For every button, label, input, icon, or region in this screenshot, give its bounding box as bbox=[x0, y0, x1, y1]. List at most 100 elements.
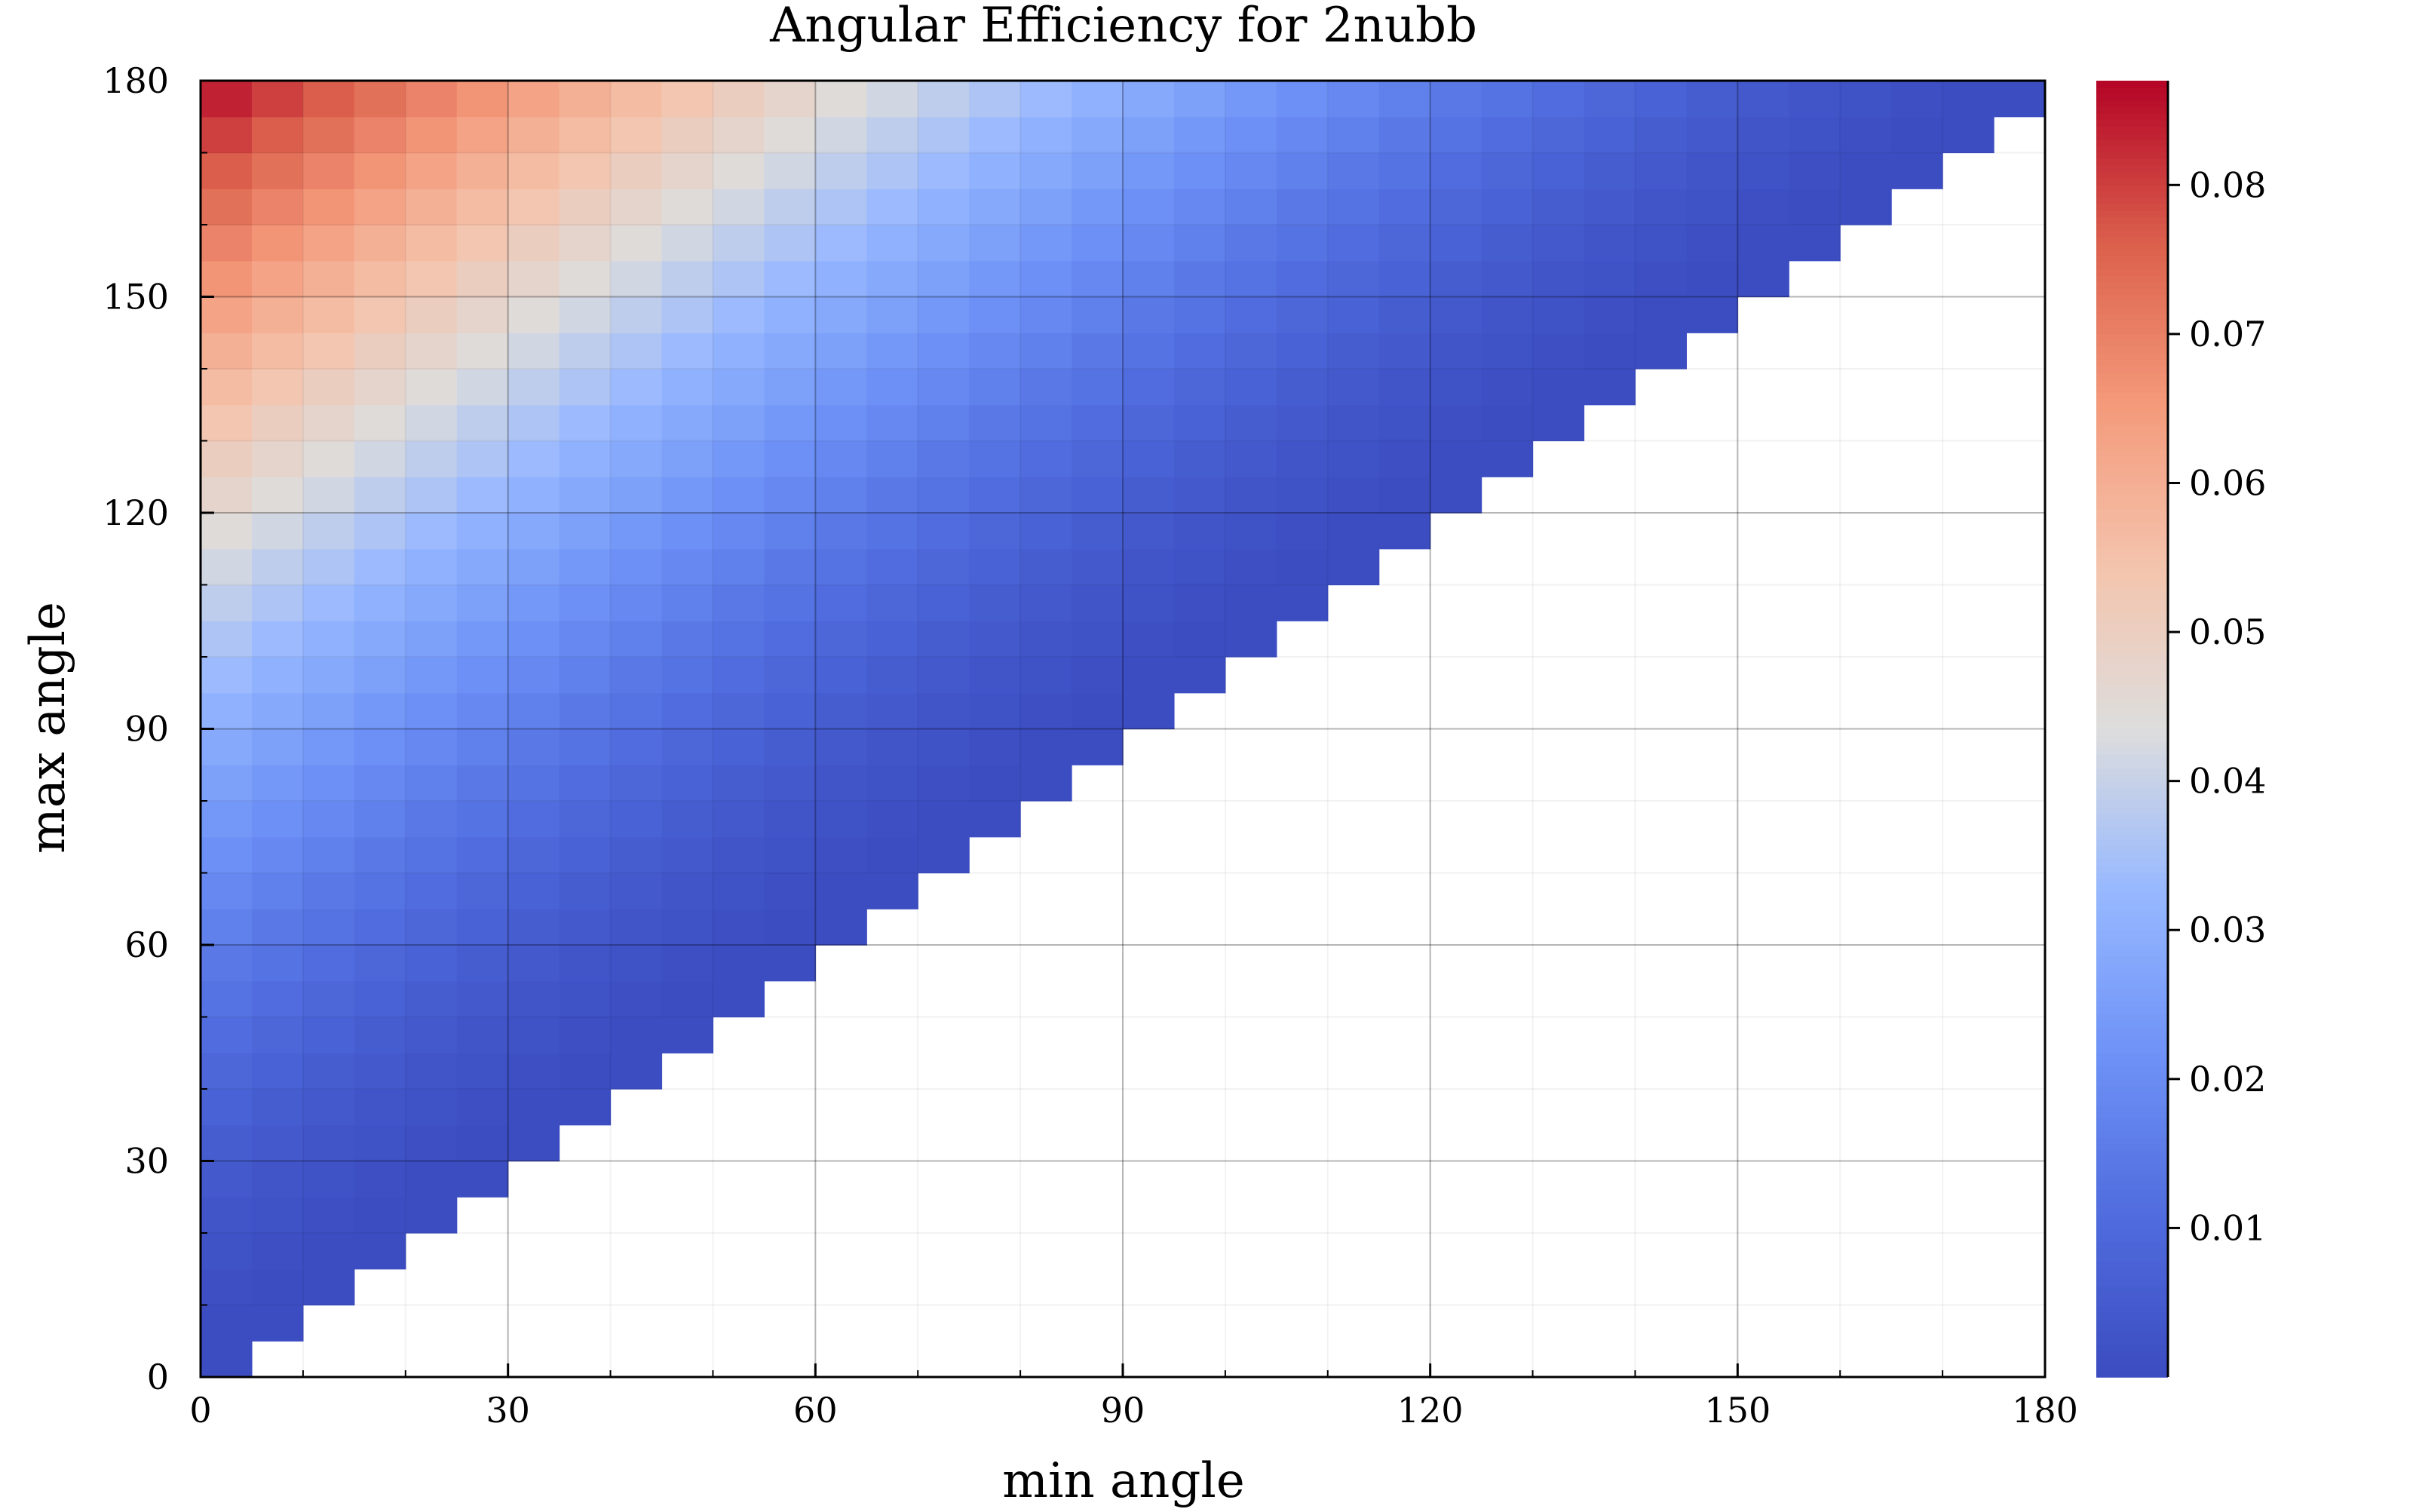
heatmap-cell bbox=[201, 1233, 253, 1270]
heatmap-cell bbox=[1276, 513, 1329, 550]
heatmap-cell bbox=[302, 1197, 355, 1234]
colorbar-segment bbox=[2096, 469, 2168, 477]
colorbar-segment bbox=[2096, 793, 2168, 801]
colorbar-segment bbox=[2096, 463, 2168, 471]
colorbar-segment bbox=[2096, 333, 2168, 341]
heatmap-cell bbox=[1225, 116, 1277, 154]
heatmap-cell bbox=[1584, 296, 1636, 333]
colorbar-segment bbox=[2096, 1163, 2168, 1170]
heatmap-cell bbox=[815, 296, 867, 333]
colorbar-tick-label: 0.07 bbox=[2189, 314, 2266, 354]
heatmap-cell bbox=[302, 801, 355, 838]
heatmap-cell bbox=[713, 765, 765, 802]
heatmap-cell bbox=[610, 657, 663, 694]
chart-title: Angular Efficiency for 2nubb bbox=[769, 0, 1477, 54]
colorbar-segment bbox=[2096, 1273, 2168, 1280]
colorbar-segment bbox=[2096, 975, 2168, 983]
heatmap-cell bbox=[764, 513, 816, 550]
heatmap-cell bbox=[559, 1017, 612, 1053]
colorbar-segment bbox=[2096, 833, 2168, 840]
heatmap-cell bbox=[918, 369, 970, 406]
heatmap-cell bbox=[456, 189, 509, 225]
heatmap-cell bbox=[918, 801, 970, 838]
colorbar-segment bbox=[2096, 204, 2168, 211]
colorbar-segment bbox=[2096, 294, 2168, 302]
heatmap-cell bbox=[507, 584, 560, 621]
heatmap-cell bbox=[1686, 81, 1738, 118]
colorbar-segment bbox=[2096, 612, 2168, 620]
heatmap-cell bbox=[1072, 477, 1124, 514]
heatmap-cell bbox=[969, 225, 1021, 262]
heatmap-cell bbox=[354, 584, 406, 621]
heatmap-cell bbox=[969, 657, 1021, 694]
heatmap-cell bbox=[610, 765, 663, 802]
heatmap-cell bbox=[507, 1017, 560, 1053]
colorbar-tick-label: 0.03 bbox=[2189, 909, 2266, 950]
heatmap-cell bbox=[302, 477, 355, 514]
colorbar-segment bbox=[2096, 929, 2168, 937]
heatmap-cell bbox=[1635, 225, 1687, 262]
colorbar-segment bbox=[2096, 1143, 2168, 1151]
heatmap-cell bbox=[1532, 260, 1585, 298]
heatmap-cell bbox=[866, 765, 918, 802]
heatmap-cell bbox=[354, 801, 406, 838]
heatmap-cell bbox=[610, 116, 663, 154]
heatmap-cell bbox=[1635, 152, 1687, 189]
heatmap-cell bbox=[507, 404, 560, 442]
heatmap-cell bbox=[405, 189, 458, 225]
heatmap-cell bbox=[456, 1017, 509, 1053]
heatmap-cell bbox=[405, 765, 458, 802]
heatmap-cell bbox=[610, 225, 663, 262]
colorbar-segment bbox=[2096, 1357, 2168, 1365]
heatmap-cell bbox=[661, 152, 714, 189]
colorbar-tick-label: 0.04 bbox=[2189, 761, 2266, 802]
heatmap-cell bbox=[1430, 225, 1482, 262]
heatmap-cell bbox=[661, 548, 714, 586]
heatmap-cell bbox=[815, 404, 867, 442]
heatmap-cell bbox=[251, 584, 304, 621]
heatmap-cell bbox=[866, 260, 918, 298]
colorbar-segment bbox=[2096, 768, 2168, 775]
colorbar-segment bbox=[2096, 864, 2168, 873]
colorbar: 0.01 0.02 0.03 0.04 0.05 0.06 0.07 0.08 bbox=[2096, 81, 2266, 1378]
heatmap-cell bbox=[1225, 584, 1277, 621]
heatmap-cell bbox=[302, 1124, 355, 1162]
heatmap-cell bbox=[815, 584, 867, 621]
heatmap-cell bbox=[918, 440, 970, 477]
heatmap-cell bbox=[1072, 260, 1124, 298]
heatmap-cell bbox=[1584, 260, 1636, 298]
heatmap-cell bbox=[456, 296, 509, 333]
heatmap-cell bbox=[969, 477, 1021, 514]
heatmap-cell bbox=[507, 836, 560, 874]
heatmap-cell bbox=[354, 333, 406, 370]
heatmap-cell bbox=[456, 513, 509, 550]
colorbar-segment bbox=[2096, 800, 2168, 808]
colorbar-tick-label: 0.08 bbox=[2189, 164, 2266, 205]
heatmap-cell bbox=[201, 477, 253, 514]
heatmap-cell bbox=[302, 621, 355, 658]
heatmap-cell bbox=[354, 836, 406, 874]
heatmap-cell bbox=[405, 333, 458, 370]
heatmap-cell bbox=[969, 81, 1021, 118]
heatmap-cell bbox=[559, 621, 612, 658]
heatmap-cell bbox=[610, 513, 663, 550]
heatmap-cell bbox=[302, 296, 355, 333]
heatmap-cell bbox=[302, 657, 355, 694]
heatmap-cell bbox=[559, 692, 612, 730]
heatmap-cell bbox=[1276, 584, 1329, 621]
heatmap-cell bbox=[764, 404, 816, 442]
heatmap-cell bbox=[251, 621, 304, 658]
heatmap-cell bbox=[201, 1161, 253, 1198]
heatmap-cell bbox=[201, 728, 253, 765]
heatmap-cell bbox=[1276, 548, 1329, 586]
heatmap-cell bbox=[1378, 189, 1431, 225]
heatmap-cell bbox=[1225, 296, 1277, 333]
heatmap-cell bbox=[661, 81, 714, 118]
heatmap-cell bbox=[507, 189, 560, 225]
heatmap-cell bbox=[1686, 225, 1738, 262]
colorbar-segment bbox=[2096, 994, 2168, 1002]
heatmap-cell bbox=[815, 765, 867, 802]
heatmap-cell bbox=[1481, 260, 1534, 298]
